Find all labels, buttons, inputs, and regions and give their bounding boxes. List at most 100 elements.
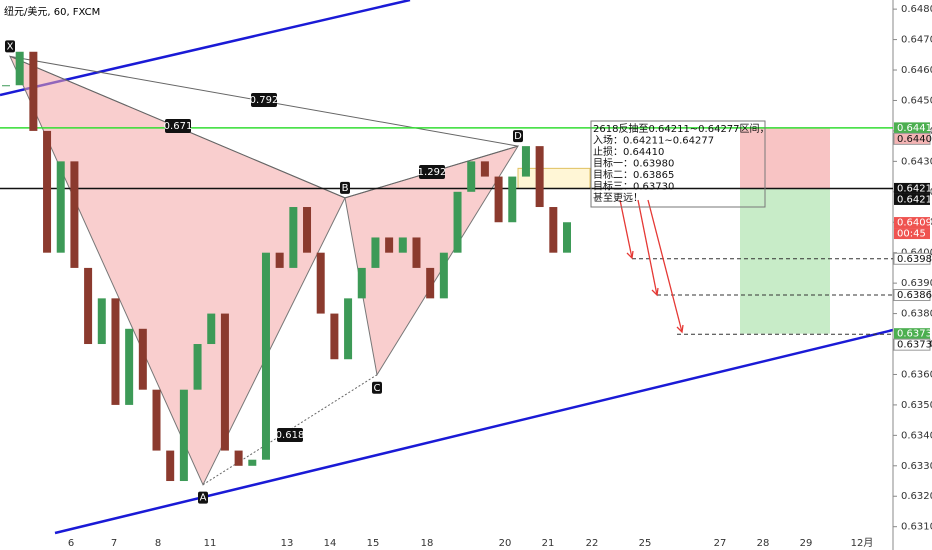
candle [453,191,462,253]
note-line: 止损：0.64410 [593,145,664,158]
price-tag [893,252,931,265]
candle [275,252,284,268]
pattern-marker [5,40,15,53]
x-tick-label: 6 [68,538,74,549]
candle [2,85,10,87]
pattern-label: A [200,493,207,504]
x-tick-label: 11 [204,538,217,549]
price-tag [894,193,930,205]
ratio-label: 0.618 [276,430,305,441]
candle [303,207,312,253]
price-tag [893,289,931,302]
x-tick-label: 27 [714,538,727,549]
price-tag-label: 0.64407 [897,134,932,145]
target-arrow [619,199,633,259]
candle [563,222,571,253]
candle [248,459,257,466]
candle [261,252,270,460]
price-tag [894,182,930,194]
note-line: 2618反抽至0.64211~0.64277区间， [593,122,770,135]
note-line: 甚至更远！ [593,192,643,204]
candle [480,161,489,177]
price-tag [894,328,930,340]
x-tick-label: 20 [499,538,512,549]
price-tag-label: 0.64099 [897,218,932,229]
candle [97,298,106,345]
pattern-label: D [514,131,522,142]
candle [15,51,24,86]
candle [412,237,421,268]
x-tick-label: 22 [586,538,599,549]
target-arrow [647,199,683,333]
note-line: 目标三：0.63730 [593,181,674,193]
pattern-label: C [374,383,381,394]
price-tag [893,132,931,145]
x-tick-label: 7 [111,538,117,549]
candle [29,51,38,131]
x-tick-label: 25 [639,538,652,549]
candle [56,161,65,253]
candle [467,161,476,192]
candle [316,252,325,314]
price-tag-label: 0.63861 [897,290,932,301]
ratio-label: 0.792 [250,95,279,106]
x-tick-label: 13 [281,538,294,549]
candle [43,130,52,253]
candle [166,450,175,482]
ratio-label: 0.671 [164,121,193,132]
candle [371,237,380,268]
pattern-marker [372,381,382,394]
pattern-label: B [342,183,349,194]
note-line: 目标二：0.63865 [593,169,674,181]
candle [439,252,448,299]
note-line: 入场：0.64211~0.64277 [593,134,714,147]
candle [111,298,120,405]
price-tag-label: 0.63980 [897,254,932,265]
arrow-head [626,250,634,260]
pattern-label: X [7,41,14,52]
price-tag [894,217,930,229]
price-tag-label: 0.64211 [897,194,932,205]
pattern-marker [513,130,523,143]
price-tag-label: 0.63732 [897,340,932,351]
candle [125,328,134,405]
candle [535,146,544,208]
pattern-marker [198,491,208,504]
candle [398,237,407,253]
countdown: 00:45 [897,229,926,240]
candle [179,389,188,482]
lower-trendline [54,328,894,535]
stop-zone [740,127,830,189]
price-tag-label: 0.64410 [897,123,932,134]
countdown-tag [894,228,930,240]
x-tick-label: 15 [367,538,380,549]
target-zone [740,188,830,334]
candle [549,207,558,253]
candle [234,450,243,466]
candle [193,344,202,390]
candle [508,176,517,223]
arrow-head [676,324,684,334]
target-arrow [637,199,658,296]
ratio-box [277,428,303,442]
candle [521,146,530,177]
x-tick-label: 29 [800,538,813,549]
ratio-label: 1.292 [418,167,447,178]
upper-trendline [0,0,411,97]
x-tick-label: 28 [757,538,770,549]
candle [426,267,435,299]
pattern-marker [340,181,350,194]
symbol-title: 纽元/美元, 60, FXCM [4,5,100,18]
ratio-box [251,93,277,107]
x-tick-label: 14 [324,538,337,549]
